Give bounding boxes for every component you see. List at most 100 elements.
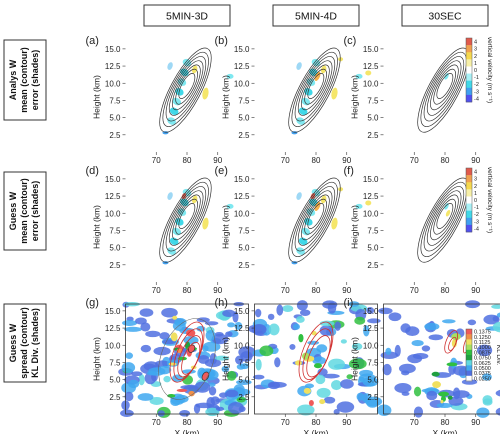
kl-shade	[311, 330, 317, 336]
y-tick-label: 2.5	[238, 393, 250, 402]
error-shade-negative	[226, 203, 234, 209]
mean-contour	[423, 56, 465, 122]
kl-shade	[163, 375, 171, 383]
mean-contour	[288, 47, 341, 133]
kl-shade	[328, 358, 346, 370]
x-tick-label: 80	[183, 418, 192, 427]
x-tick-label: 90	[471, 286, 480, 295]
kl-shade	[289, 344, 296, 350]
kl-shade	[436, 402, 453, 409]
kl-shade	[327, 302, 337, 314]
spread-contour	[306, 335, 331, 378]
kl-shade	[362, 376, 379, 387]
kl-shade	[492, 321, 500, 333]
kl-shade	[179, 410, 191, 417]
y-tick-label: 15.0	[363, 175, 379, 184]
mean-contour	[162, 51, 209, 127]
kl-shade	[168, 362, 177, 366]
y-axis-label: Height (km)	[350, 337, 360, 381]
kl-shade	[122, 320, 138, 326]
x-tick-label: 80	[312, 418, 321, 427]
kl-shade	[236, 379, 252, 385]
mean-contour	[168, 60, 204, 116]
mean-contour	[178, 73, 196, 99]
y-axis-label: Height (km)	[221, 75, 231, 119]
colorbar-tick-label: 0.0750	[474, 356, 491, 362]
kl-shade	[431, 371, 440, 377]
kl-shade	[127, 379, 140, 389]
colorbar-tick-label: 2	[474, 184, 477, 190]
kl-shade	[428, 334, 444, 341]
mean-contour	[165, 186, 207, 252]
y-tick-label: 7.5	[109, 96, 121, 105]
colorbar-tick-label: 0.0375	[474, 371, 491, 377]
y-tick-label: 10.0	[234, 209, 250, 218]
kl-shade	[188, 390, 195, 397]
kl-shade	[254, 308, 262, 318]
y-tick-label: 7.5	[238, 226, 250, 235]
colorbar-tick-label: 2	[474, 54, 477, 60]
kl-shade	[124, 326, 142, 332]
y-tick-label: 7.5	[367, 358, 379, 367]
panel-letter: (d)	[86, 165, 99, 177]
kl-shade	[159, 332, 170, 340]
error-shade-negative	[172, 97, 182, 106]
axes: 70 80 90 2.5 5.0 7.5 10.0 12.5 15.0 (h) Height (km…	[215, 297, 378, 434]
y-tick-label: 2.5	[367, 131, 379, 140]
colorbar-tick-label: 0.1250	[474, 335, 491, 341]
y-tick-label: 12.5	[363, 324, 379, 333]
kl-shade	[308, 400, 314, 406]
kl-shade	[125, 352, 134, 359]
colorbar-frame	[465, 37, 473, 103]
panel	[417, 47, 470, 133]
kl-shade	[177, 356, 187, 361]
colorbar-tick-label: 4	[474, 40, 477, 46]
mean-contour	[417, 47, 470, 133]
y-tick-label: 5.0	[238, 244, 250, 253]
mean-contour	[426, 190, 462, 246]
error-shade-negative	[298, 107, 308, 116]
panel	[159, 47, 234, 135]
y-tick-label: 10.0	[105, 79, 121, 88]
error-shade-positive	[365, 70, 372, 76]
kl-shade	[376, 404, 392, 416]
spread-contour	[448, 336, 457, 351]
error-shade-positive	[445, 209, 451, 217]
kl-shade	[201, 371, 210, 381]
kl-shade	[316, 387, 331, 398]
error-shade-positive	[202, 217, 209, 230]
kl-shade	[196, 317, 210, 323]
colorbar-swatch	[466, 175, 472, 183]
kl-shade	[252, 374, 265, 380]
mean-contour	[162, 181, 209, 257]
kl-shade	[225, 331, 233, 337]
panel	[118, 301, 256, 418]
panel-letter: (g)	[86, 297, 99, 309]
error-shade-negative	[226, 73, 234, 79]
x-axis-label: X (km)	[174, 428, 199, 434]
kl-shade	[215, 406, 225, 412]
x-tick-label: 80	[441, 156, 450, 165]
kl-shade	[139, 308, 154, 317]
kl-shade	[451, 333, 461, 341]
x-tick-label: 80	[183, 286, 192, 295]
y-tick-label: 5.0	[109, 114, 121, 123]
colorbar-swatch	[466, 196, 472, 204]
kl-shade	[227, 402, 244, 414]
kl-shade	[340, 379, 354, 389]
kl-shade	[385, 347, 392, 355]
x-tick-label: 70	[281, 418, 290, 427]
kl-shade	[394, 383, 412, 393]
y-tick-label: 12.5	[363, 192, 379, 201]
mean-contour	[175, 198, 198, 235]
mean-contour	[430, 64, 459, 111]
y-tick-label: 5.0	[367, 376, 379, 385]
y-tick-label: 7.5	[109, 226, 121, 235]
x-tick-label: 90	[342, 156, 351, 165]
error-shade-positive	[365, 200, 372, 206]
kl-shade	[236, 396, 246, 403]
kl-shade	[438, 391, 450, 397]
mean-contour	[420, 181, 467, 257]
